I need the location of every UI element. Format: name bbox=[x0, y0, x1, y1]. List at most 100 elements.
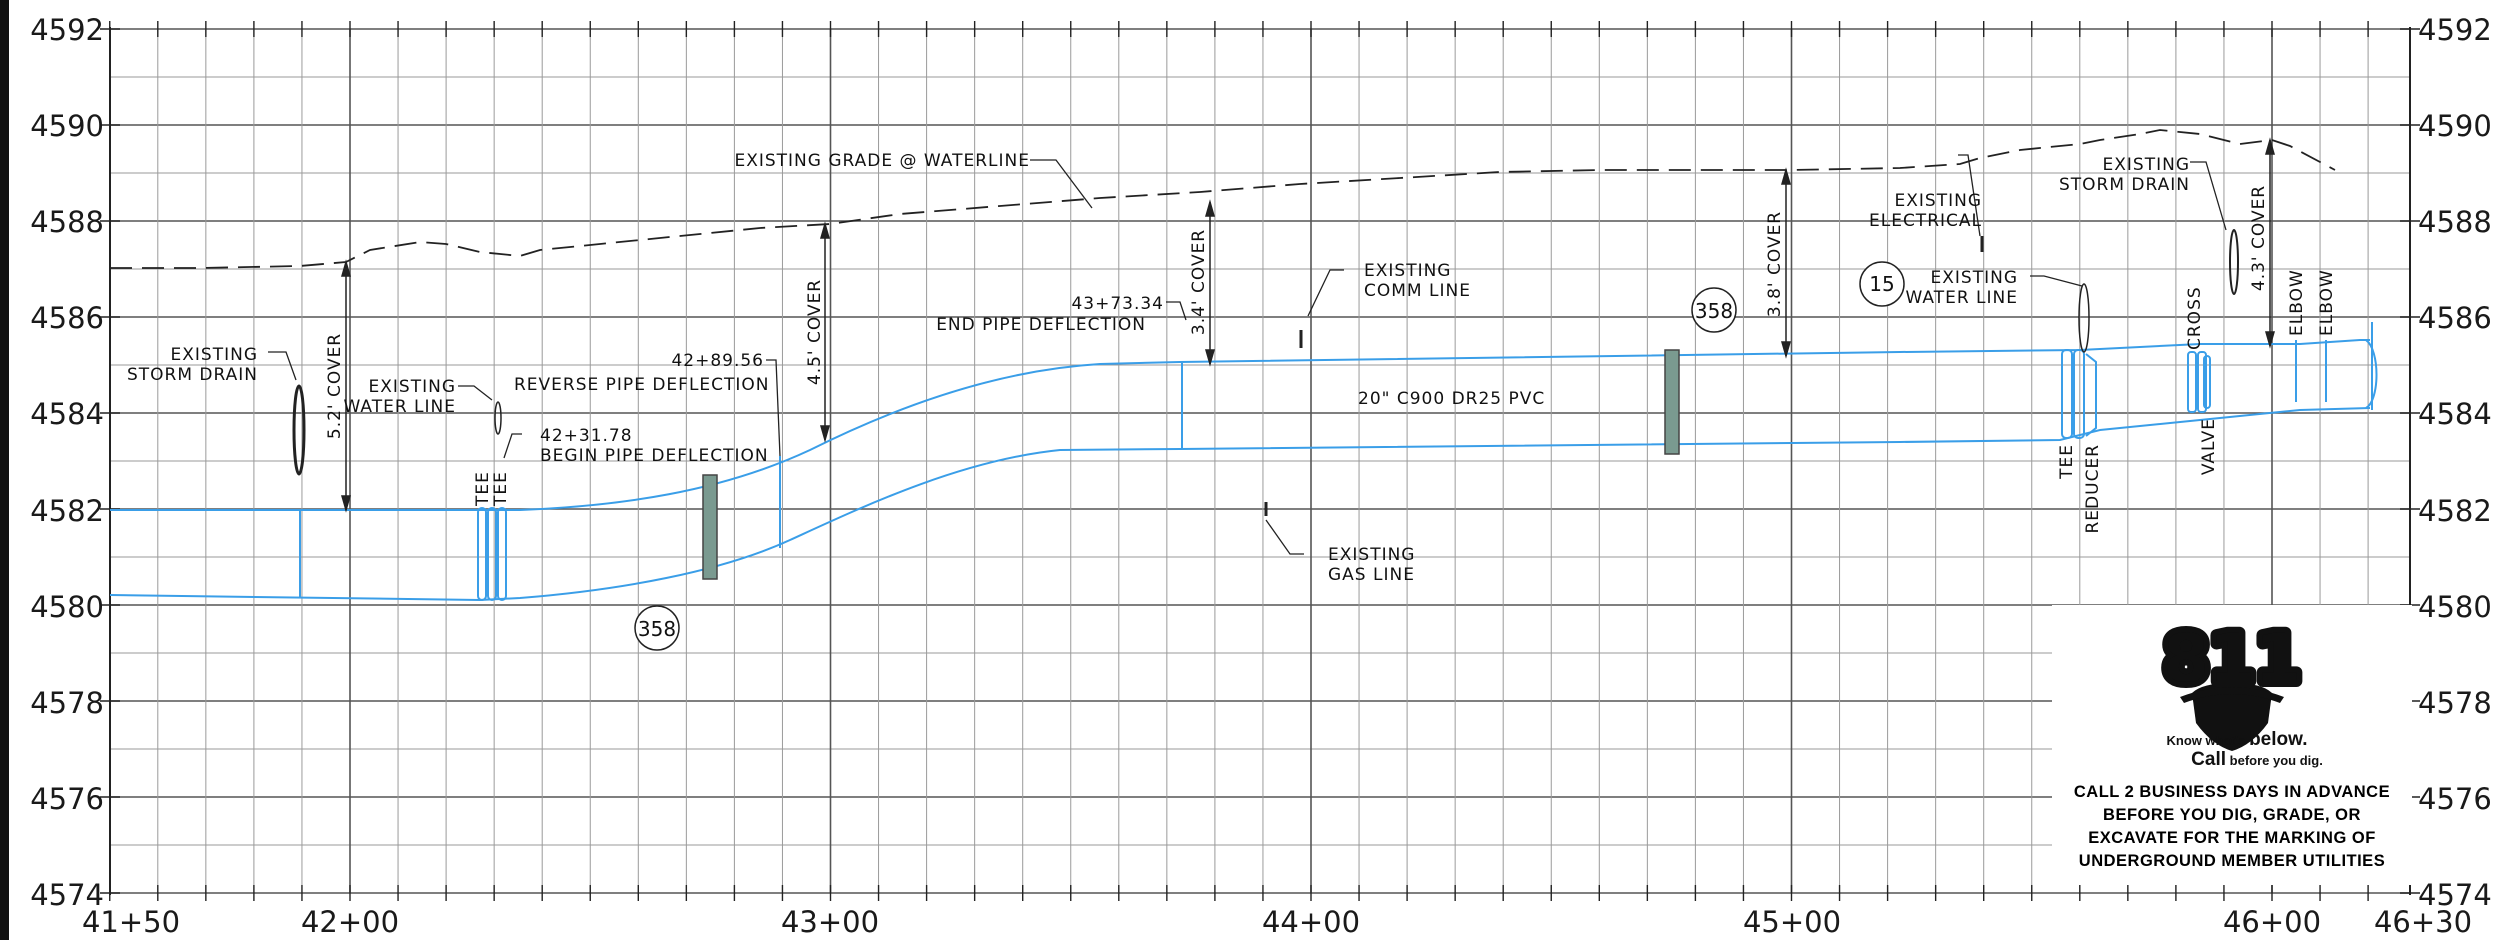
elev-label: 4582 bbox=[30, 494, 104, 528]
elev-label: 4580 bbox=[2418, 590, 2492, 624]
elev-label: 4578 bbox=[30, 686, 104, 720]
reducer-fitting bbox=[2085, 353, 2097, 437]
elev-label: 4580 bbox=[30, 590, 104, 624]
elev-label: 4578 bbox=[2418, 686, 2492, 720]
comm-line-label: EXISTING bbox=[1364, 261, 1451, 281]
station-label: 44+00 bbox=[1262, 905, 1360, 939]
utility-crossings bbox=[292, 229, 2239, 516]
instruction-line: BEFORE YOU DIG, GRADE, OR bbox=[2103, 806, 2361, 824]
tagline-small-1: Know what's bbox=[2166, 733, 2250, 748]
elev-label: 4584 bbox=[30, 397, 104, 431]
end-pipe-deflection-label: END PIPE DEFLECTION bbox=[936, 315, 1146, 335]
shovel-icon bbox=[2192, 683, 2272, 751]
storm-drain-right-label: EXISTING bbox=[2103, 155, 2190, 175]
cross-fitting bbox=[2187, 351, 2197, 413]
call-811-notice: 811 811 Know what's below. Call before y… bbox=[2052, 605, 2412, 885]
station-4289-label: 42+89.56 bbox=[671, 351, 764, 371]
gas-line-label-2: GAS LINE bbox=[1328, 565, 1415, 585]
cover-3-4-label: 3.4' COVER bbox=[1189, 229, 1209, 335]
storm-drain-left-label-2: STORM DRAIN bbox=[127, 365, 258, 385]
reducer-label: REDUCER bbox=[2083, 444, 2103, 534]
elev-label: 4582 bbox=[2418, 494, 2492, 528]
elev-label: 4576 bbox=[2418, 782, 2492, 816]
cover-dimensions bbox=[341, 137, 2275, 513]
valve-label: VALVE bbox=[2199, 418, 2219, 475]
elev-label: 4584 bbox=[2418, 397, 2492, 431]
tagline-big-1: below. bbox=[2249, 729, 2308, 750]
gas-line-label: EXISTING bbox=[1328, 545, 1415, 565]
fitting-block-358-left bbox=[702, 474, 718, 580]
callout-bubbles: 358 358 15 bbox=[634, 261, 1905, 651]
elev-label: 4588 bbox=[2418, 205, 2492, 239]
cover-4-5-label: 4.5' COVER bbox=[805, 279, 825, 385]
tee-label-1: TEE bbox=[473, 471, 493, 507]
annotation-text: EXISTING GRADE @ WATERLINE EXISTING STOR… bbox=[127, 151, 2190, 585]
leader-lines bbox=[268, 154, 2227, 555]
bubble-358-right-label: 358 bbox=[1695, 299, 1733, 323]
811-logo: 811 811 bbox=[2157, 614, 2307, 751]
station-4373-label: 43+73.34 bbox=[1071, 294, 1164, 314]
rotated-annotations: 5.2' COVER 4.5' COVER 3.4' COVER 3.8' CO… bbox=[325, 185, 2337, 534]
station-label: 46+30 bbox=[2374, 905, 2472, 939]
water-line-right-label-2: WATER LINE bbox=[1906, 288, 2018, 308]
bubble-15 bbox=[1859, 261, 1905, 307]
storm-drain-left-label: EXISTING bbox=[171, 345, 258, 365]
tee-fitting-left-3 bbox=[497, 507, 507, 601]
bubble-15-label: 15 bbox=[1869, 272, 1894, 296]
cover-3-8-label: 3.8' COVER bbox=[1765, 211, 1785, 317]
pipe-spec-label: 20" C900 DR25 PVC bbox=[1358, 389, 1545, 409]
elev-label: 4586 bbox=[2418, 301, 2492, 335]
tee-fitting-left-2 bbox=[487, 507, 497, 601]
water-line-left-ellipse bbox=[494, 401, 502, 435]
elbow-label-1: ELBOW bbox=[2287, 269, 2307, 336]
station-labels: 41+50 42+00 43+00 44+00 45+00 46+00 46+3… bbox=[82, 905, 2472, 939]
reverse-pipe-deflection-label: REVERSE PIPE DEFLECTION bbox=[514, 375, 770, 395]
know-whats-below-tagline: Know what's below. bbox=[2052, 729, 2422, 751]
tagline-small-2: before you dig. bbox=[2226, 753, 2323, 768]
tee-fitting-left bbox=[477, 507, 487, 601]
tee-fitting-right-2 bbox=[2073, 349, 2085, 439]
storm-drain-left-ellipse bbox=[292, 384, 306, 476]
water-line-left-label: EXISTING bbox=[369, 377, 456, 397]
bubble-358-left bbox=[634, 605, 680, 651]
end-fitting bbox=[2365, 322, 2378, 410]
elev-label: 4576 bbox=[30, 782, 104, 816]
elbow-label-2: ELBOW bbox=[2317, 269, 2337, 336]
valve-fitting bbox=[2197, 351, 2207, 413]
profile-grid bbox=[100, 21, 2420, 901]
elev-label: 4592 bbox=[30, 13, 104, 47]
pipe-bottom-line bbox=[109, 407, 2371, 602]
elev-label: 4590 bbox=[30, 109, 104, 143]
water-line-right-ellipse bbox=[2078, 283, 2090, 353]
tee-label-2: TEE bbox=[491, 471, 511, 507]
elev-label: 4590 bbox=[2418, 109, 2492, 143]
proposed-waterline bbox=[109, 322, 2378, 602]
elevation-labels-right: 4592 4590 4588 4586 4584 4582 4580 4578 … bbox=[2418, 13, 2492, 912]
electrical-label-2: ELECTRICAL bbox=[1869, 211, 1982, 231]
elev-label: 4588 bbox=[30, 205, 104, 239]
cover-5-2-label: 5.2' COVER bbox=[325, 333, 345, 439]
cross-label: CROSS bbox=[2185, 286, 2205, 350]
cover-4-3-label: 4.3' COVER bbox=[2249, 185, 2269, 291]
sheet-border-left bbox=[0, 0, 9, 940]
elevation-labels-left: 4592 4590 4588 4586 4584 4582 4580 4578 … bbox=[30, 13, 104, 912]
station-label: 45+00 bbox=[1743, 905, 1841, 939]
valve-fitting-2 bbox=[2203, 355, 2211, 409]
pipe-top-line bbox=[110, 339, 2370, 511]
begin-pipe-deflection-label: BEGIN PIPE DEFLECTION bbox=[540, 446, 769, 466]
tee-label-3: TEE bbox=[2057, 444, 2077, 480]
comm-line-label-2: COMM LINE bbox=[1364, 281, 1471, 301]
811-logo-text-fill: 811 bbox=[2163, 620, 2301, 697]
station-label: 43+00 bbox=[781, 905, 879, 939]
fitting-block-358-right bbox=[1664, 349, 1680, 455]
existing-grade-label: EXISTING GRADE @ WATERLINE bbox=[734, 151, 1030, 171]
tagline-big-2: Call bbox=[2191, 749, 2227, 770]
existing-grade-line bbox=[110, 129, 2336, 269]
tee-fitting-right bbox=[2061, 349, 2073, 439]
instruction-line: CALL 2 BUSINESS DAYS IN ADVANCE bbox=[2073, 783, 2391, 801]
elev-label: 4586 bbox=[30, 301, 104, 335]
water-line-right-label: EXISTING bbox=[1931, 268, 2018, 288]
elev-label: 4592 bbox=[2418, 13, 2492, 47]
instruction-line: UNDERGROUND MEMBER UTILITIES bbox=[2078, 852, 2386, 870]
